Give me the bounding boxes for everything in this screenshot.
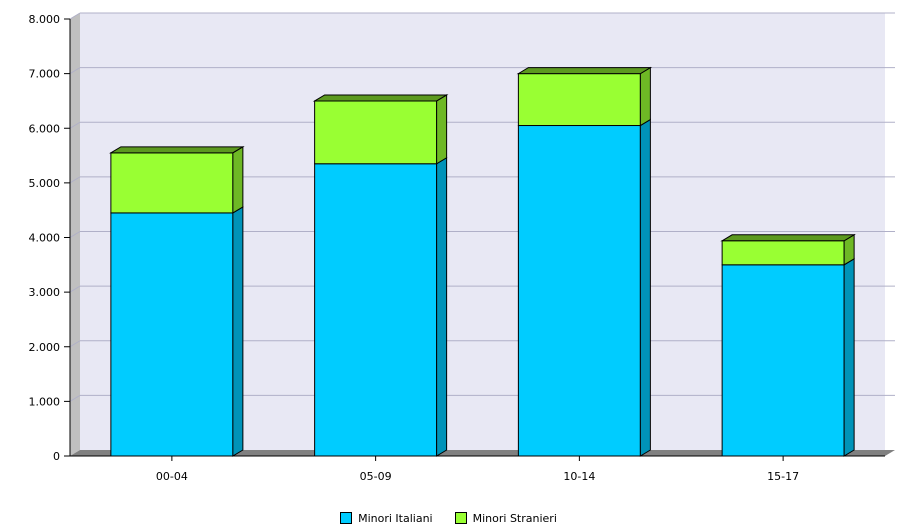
- legend-swatch-italiani: [340, 512, 353, 524]
- bars: [109, 66, 856, 457]
- bar-side-stranieri-10-14: [639, 66, 651, 127]
- gridline-side: [69, 394, 81, 402]
- chart-canvas: 0 1.000 2.000 3.000 4.000 5.000 6.000 7.000 8.00…: [29, 12, 895, 483]
- x-axis: 00-04 05-09 10-14 15-17: [70, 455, 885, 483]
- legend-label-italiani: Minori Italiani: [358, 511, 433, 525]
- y-tick-label: 7.000: [29, 68, 61, 81]
- plot-floor: [70, 450, 895, 456]
- gridline-side: [69, 121, 81, 129]
- gridline-side: [69, 67, 81, 75]
- bar-top-15-17: [720, 234, 856, 242]
- x-tick-label-00-04: 00-04: [156, 470, 188, 483]
- legend-label-stranieri: Minori Stranieri: [472, 511, 557, 525]
- bar-italiani-05-09: [314, 163, 438, 457]
- bar-side-italiani-15-17: [843, 257, 855, 457]
- gridline-side: [69, 176, 81, 184]
- y-tick-label: 2.000: [29, 341, 61, 354]
- legend-item-italiani: Minori Italiani: [340, 512, 433, 525]
- y-tick-label: 3.000: [29, 286, 61, 299]
- bar-stranieri-05-09: [314, 100, 438, 165]
- legend-item-stranieri: Minori Stranieri: [454, 511, 557, 525]
- bar-stranieri-00-04: [110, 152, 234, 214]
- y-tick-label: 0: [53, 450, 60, 463]
- legend-swatch-stranieri: [454, 512, 467, 524]
- y-axis: 0 1.000 2.000 3.000 4.000 5.000 6.000 7.000 8.00…: [29, 13, 71, 463]
- bar-top-00-04: [109, 146, 245, 154]
- gridline-side: [69, 12, 81, 20]
- y-tick-label: 8.000: [29, 13, 61, 26]
- bar-side-stranieri-00-04: [232, 145, 244, 214]
- y-tick-label: 1.000: [29, 395, 61, 408]
- y-tick-label: 6.000: [29, 122, 61, 135]
- y-tick-label: 5.000: [29, 177, 61, 190]
- bar-italiani-15-17: [721, 264, 845, 457]
- bar-side-italiani-05-09: [436, 156, 448, 457]
- bar-italiani-00-04: [110, 212, 234, 457]
- bar-stranieri-10-14: [517, 73, 641, 127]
- x-tick-label-05-09: 05-09: [360, 470, 392, 483]
- bar-side-italiani-10-14: [639, 118, 651, 457]
- bar-stranieri-15-17: [721, 240, 845, 266]
- bar-side-italiani-00-04: [232, 206, 244, 457]
- gridline-side: [69, 231, 81, 238]
- bar-italiani-10-14: [517, 125, 641, 457]
- y-tick-label: 4.000: [29, 232, 61, 245]
- legend: Minori Italiani Minori Stranieri: [0, 509, 897, 527]
- x-tick-label-15-17: 15-17: [767, 470, 799, 483]
- bar-top-10-14: [516, 67, 653, 75]
- bar-top-05-09: [312, 94, 449, 102]
- gridline-side: [69, 285, 81, 293]
- gridline-side: [69, 340, 81, 348]
- bar-side-stranieri-05-09: [436, 94, 448, 165]
- x-tick-label-10-14: 10-14: [563, 470, 595, 483]
